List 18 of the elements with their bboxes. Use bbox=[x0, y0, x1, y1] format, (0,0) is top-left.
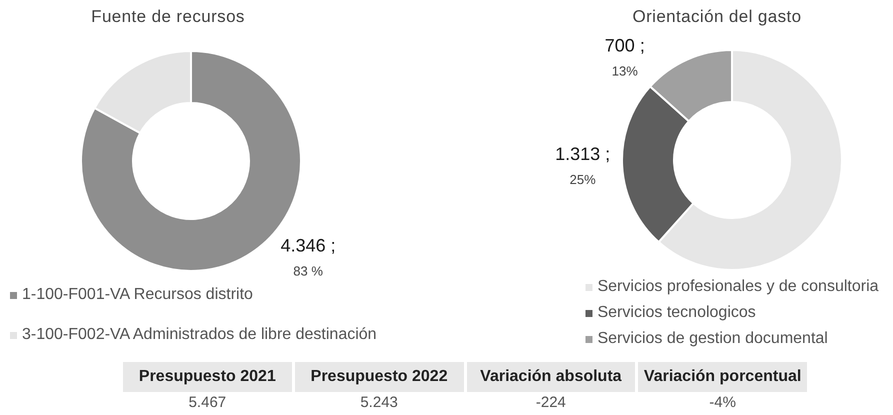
legend-label: 1-100-F001-VA Recursos distrito bbox=[22, 285, 253, 305]
legend-label: Servicios de gestion documental bbox=[597, 329, 828, 349]
text: -4% bbox=[709, 394, 736, 411]
text: 5.243 bbox=[360, 394, 398, 411]
data-label: 4.346 ; 83 % bbox=[280, 235, 336, 278]
text: -224 bbox=[536, 394, 566, 411]
category-label: Presupuesto 2021 bbox=[123, 362, 292, 392]
text: 5.467 bbox=[188, 394, 226, 411]
data-label: 1.313 ; 25% bbox=[555, 144, 610, 188]
category-label: Presupuesto 2022 bbox=[294, 362, 464, 392]
data-label: 700 ; 13% bbox=[604, 36, 645, 79]
legend-label: Servicios tecnologicos bbox=[597, 303, 756, 323]
chart-title: Orientación del gasto bbox=[631, 7, 803, 27]
legend-label: 3-100-F002-VA Administrados de libre destinación bbox=[22, 325, 377, 345]
chart-title: Fuente de recursos bbox=[90, 7, 246, 27]
legend-label: Servicios profesionales y de consultoria bbox=[597, 277, 879, 297]
category-label: Variación porcentual bbox=[638, 362, 807, 392]
category-label: Variación absoluta bbox=[466, 362, 636, 392]
